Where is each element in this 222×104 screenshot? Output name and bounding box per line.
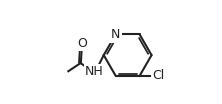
Text: NH: NH — [85, 65, 104, 78]
Text: O: O — [77, 37, 87, 50]
Text: Cl: Cl — [153, 69, 165, 82]
Text: N: N — [111, 28, 120, 41]
